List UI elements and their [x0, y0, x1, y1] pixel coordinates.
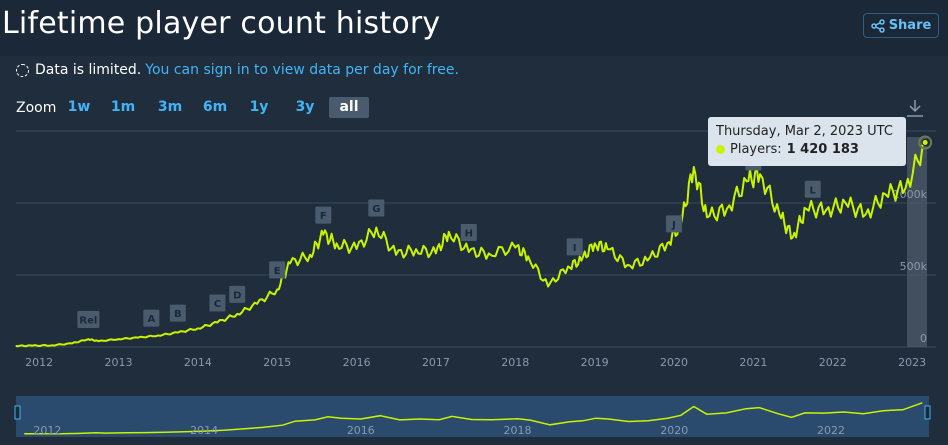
- annotation-label: F: [320, 211, 327, 222]
- annotation-flag: [143, 309, 160, 327]
- annotation-label: G: [372, 204, 380, 215]
- navigator-tick-label: 2018: [504, 424, 532, 437]
- navigator-series-line: [24, 402, 923, 435]
- zoom-1w-button[interactable]: 1w: [67, 99, 91, 115]
- x-tick-label: 2021: [739, 356, 767, 369]
- navigator-tick-label: 2014: [190, 424, 218, 437]
- tooltip-date: Thursday, Mar 2, 2023 UTC: [716, 124, 893, 139]
- navigator-tick-label: 2022: [817, 424, 845, 437]
- share-label: Share: [888, 18, 932, 33]
- annotation-flag: [666, 215, 683, 233]
- tooltip-value: 1 420 183: [786, 142, 859, 157]
- hover-point-halo: [918, 135, 933, 150]
- page-title: Lifetime player count history: [2, 6, 441, 41]
- zoom-label: Zoom: [16, 100, 57, 116]
- annotation-flag: [460, 223, 477, 241]
- x-tick-label: 2017: [422, 356, 450, 369]
- hover-band: [907, 137, 927, 347]
- data-limited-notice: Data is limited. You can sign in to view…: [16, 62, 459, 78]
- annotation-flag: [169, 304, 186, 322]
- annotation-flag: [368, 199, 385, 217]
- y-tick-label: 1000k: [893, 188, 928, 201]
- dashed-circle-icon: [16, 63, 29, 77]
- chart-tooltip: Thursday, Mar 2, 2023 UTC Players: 1 420…: [708, 117, 906, 166]
- zoom-3m-button[interactable]: 3m: [157, 99, 183, 115]
- annotation-flag: [804, 180, 821, 198]
- zoom-1m-button[interactable]: 1m: [110, 99, 136, 115]
- annotation-flag: [77, 311, 100, 328]
- annotation-label: J: [671, 220, 676, 231]
- series-color-dot: [716, 145, 725, 154]
- zoom-6m-button[interactable]: 6m: [202, 99, 228, 115]
- annotation-label: C: [214, 299, 221, 310]
- annotation-label: E: [274, 266, 281, 277]
- navigator-handle-left: [14, 405, 21, 420]
- y-tick-label: 500k: [900, 260, 928, 273]
- x-tick-label: 2012: [25, 356, 53, 369]
- x-tick-label: 2022: [819, 356, 847, 369]
- navigator-handle-right: [924, 405, 931, 420]
- download-icon[interactable]: [905, 98, 925, 118]
- navigator-tick-label: 2020: [660, 424, 688, 437]
- signin-link[interactable]: You can sign in to view data per day for…: [145, 62, 459, 78]
- annotation-label: L: [810, 185, 817, 196]
- annotation-flag: [269, 261, 286, 279]
- navigator-tick-label: 2016: [347, 424, 375, 437]
- x-tick-label: 2016: [343, 356, 371, 369]
- x-tick-label: 2020: [660, 356, 688, 369]
- x-tick-label: 2019: [581, 356, 609, 369]
- annotation-flag: [209, 294, 226, 312]
- x-tick-label: 2018: [501, 356, 529, 369]
- x-tick-label: 2023: [898, 356, 926, 369]
- annotation-label: Rel: [79, 316, 97, 327]
- y-tick-label: 0: [920, 332, 927, 345]
- notice-text: Data is limited.: [35, 62, 142, 78]
- navigator-tick-label: 2012: [33, 424, 61, 437]
- annotation-label: I: [573, 243, 577, 254]
- zoom-3y-button[interactable]: 3y: [295, 99, 315, 115]
- share-button[interactable]: Share: [863, 13, 939, 38]
- share-icon: [870, 18, 885, 33]
- zoom-all-button[interactable]: all: [329, 97, 369, 118]
- annotation-flag: [315, 206, 332, 224]
- annotation-label: H: [465, 228, 473, 239]
- annotation-label: A: [147, 314, 155, 325]
- annotation-flag: [229, 285, 246, 303]
- x-tick-label: 2015: [263, 356, 291, 369]
- annotation-label: B: [174, 309, 182, 320]
- zoom-1y-button[interactable]: 1y: [249, 99, 269, 115]
- tooltip-series-label: Players:: [730, 142, 782, 157]
- navigator-selection: [16, 396, 929, 437]
- annotation-flag: [566, 238, 583, 256]
- annotation-label: D: [233, 290, 241, 301]
- players-series-line: [15, 141, 926, 348]
- x-tick-label: 2014: [184, 356, 212, 369]
- hover-point: [921, 138, 929, 146]
- x-tick-label: 2013: [105, 356, 133, 369]
